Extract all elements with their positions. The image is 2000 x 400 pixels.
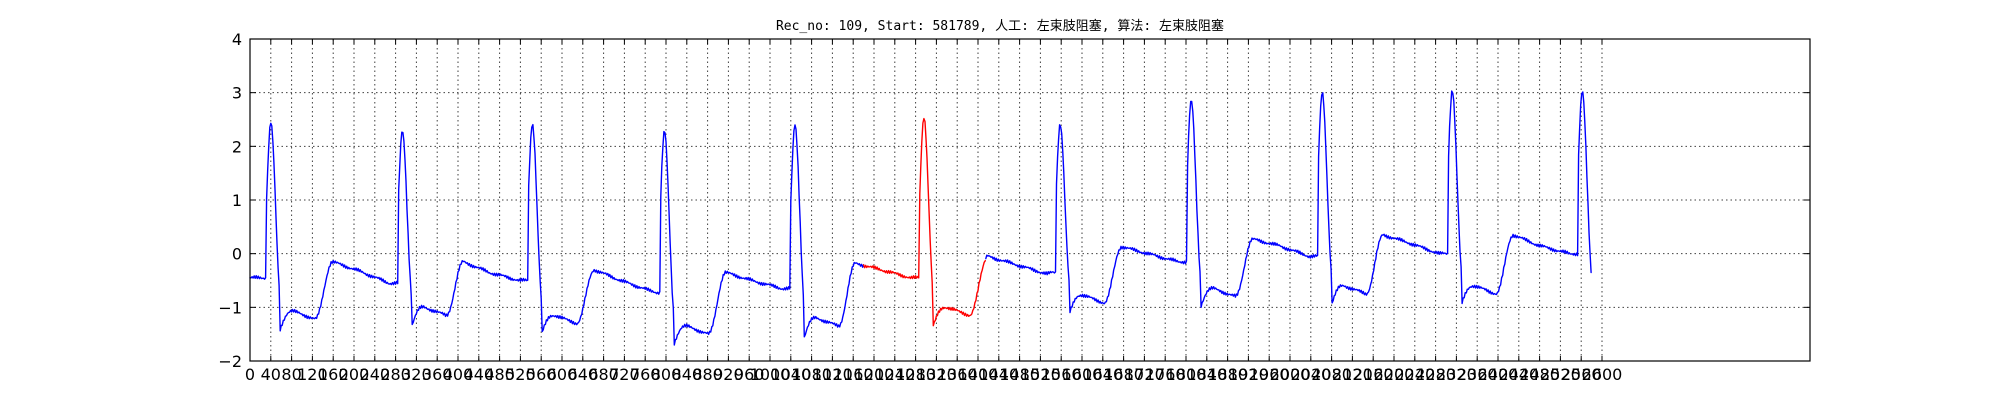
x-tick-label: 560 xyxy=(526,365,557,384)
x-tick-label: 1000 xyxy=(750,365,791,384)
x-tick-label: 1520 xyxy=(1020,365,1061,384)
x-tick-label: 400 xyxy=(443,365,474,384)
x-tick-label: 720 xyxy=(609,365,640,384)
x-tick-label: 1920 xyxy=(1228,365,1269,384)
x-tick-label: 1320 xyxy=(916,365,957,384)
x-tick-label: 2280 xyxy=(1415,365,1456,384)
grid xyxy=(250,39,1810,361)
x-tick-label: 440 xyxy=(464,365,495,384)
x-tick-label: 520 xyxy=(505,365,536,384)
x-tick-label: 2240 xyxy=(1394,365,1435,384)
y-axis: −2 −1 0 1 2 3 4 xyxy=(218,30,1810,371)
x-tick-label: 1960 xyxy=(1249,365,1290,384)
x-tick-label: 960 xyxy=(734,365,765,384)
ecg-series-line xyxy=(985,90,1592,314)
x-tick-label: 160 xyxy=(318,365,349,384)
y-tick-label: 4 xyxy=(232,30,242,49)
x-tick-label: 40 xyxy=(261,365,281,384)
x-tick-label: 2400 xyxy=(1478,365,1519,384)
x-tick-label: 2000 xyxy=(1270,365,1311,384)
x-tick-label: 2480 xyxy=(1519,365,1560,384)
x-tick-label: 80 xyxy=(281,365,301,384)
x-tick-label: 2040 xyxy=(1290,365,1331,384)
y-tick-label: −1 xyxy=(218,298,242,317)
ecg-series-line xyxy=(249,122,865,346)
y-tick-label: −2 xyxy=(218,352,242,371)
x-tick-label: 680 xyxy=(588,365,619,384)
x-tick-label: 1240 xyxy=(874,365,915,384)
x-tick-label: 2120 xyxy=(1332,365,1373,384)
x-tick-label: 1640 xyxy=(1082,365,1123,384)
x-tick-label: 1480 xyxy=(999,365,1040,384)
x-tick-label: 1600 xyxy=(1062,365,1103,384)
x-tick-label: 2360 xyxy=(1457,365,1498,384)
x-tick-label: 2320 xyxy=(1436,365,1477,384)
x-tick-label: 920 xyxy=(713,365,744,384)
x-tick-label: 880 xyxy=(692,365,723,384)
x-tick-label: 320 xyxy=(401,365,432,384)
x-tick-label: 2520 xyxy=(1540,365,1581,384)
x-tick-label: 2080 xyxy=(1311,365,1352,384)
x-tick-label: 1280 xyxy=(895,365,936,384)
ecg-series xyxy=(249,90,1592,346)
x-tick-label: 1440 xyxy=(978,365,1019,384)
x-tick-label: 240 xyxy=(360,365,391,384)
x-tick-label: 1400 xyxy=(958,365,999,384)
x-tick-label: 280 xyxy=(380,365,411,384)
x-tick-label: 1120 xyxy=(812,365,853,384)
ecg-series-line xyxy=(862,117,986,327)
x-tick-label: 0 xyxy=(245,365,255,384)
x-tick-label: 2440 xyxy=(1498,365,1539,384)
axes-frame xyxy=(249,38,1811,362)
chart-title: Rec_no: 109, Start: 581789, 人工: 左束肢阻塞, 算… xyxy=(776,18,1224,34)
x-tick-label: 800 xyxy=(651,365,682,384)
x-tick-label: 2200 xyxy=(1374,365,1415,384)
x-tick-label: 1760 xyxy=(1145,365,1186,384)
x-tick-label: 1040 xyxy=(770,365,811,384)
y-tick-label: 2 xyxy=(232,137,242,156)
y-tick-label: 1 xyxy=(232,191,242,210)
x-tick-label: 640 xyxy=(568,365,599,384)
x-tick-label: 1800 xyxy=(1166,365,1207,384)
x-tick-label: 1880 xyxy=(1207,365,1248,384)
x-tick-label: 600 xyxy=(547,365,578,384)
x-tick-label: 200 xyxy=(339,365,370,384)
y-tick-label: 0 xyxy=(232,245,242,264)
x-tick-label: 840 xyxy=(672,365,703,384)
x-axis: 0 40 8012016020024028032036040044048052056… xyxy=(245,39,1622,384)
x-tick-label: 2560 xyxy=(1561,365,1602,384)
y-tick-label: 3 xyxy=(232,84,242,103)
x-tick-label: 2600 xyxy=(1582,365,1623,384)
x-tick-label: 1560 xyxy=(1041,365,1082,384)
x-tick-label: 120 xyxy=(297,365,328,384)
x-tick-label: 1840 xyxy=(1186,365,1227,384)
x-tick-label: 1680 xyxy=(1103,365,1144,384)
x-tick-label: 1080 xyxy=(791,365,832,384)
x-tick-label: 1160 xyxy=(833,365,874,384)
x-tick-label: 480 xyxy=(484,365,515,384)
x-tick-label: 360 xyxy=(422,365,453,384)
x-tick-label: 1720 xyxy=(1124,365,1165,384)
x-tick-label: 760 xyxy=(630,365,661,384)
x-tick-label: 2160 xyxy=(1353,365,1394,384)
x-tick-label: 1360 xyxy=(937,365,978,384)
x-tick-label: 1200 xyxy=(854,365,895,384)
